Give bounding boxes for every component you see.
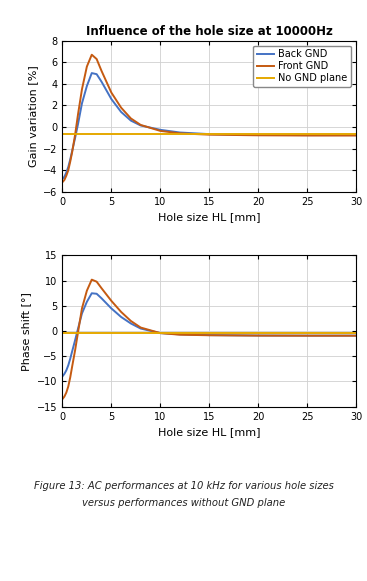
Back GND <box>90 70 94 77</box>
Legend: Back GND, Front GND, No GND plane: Back GND, Front GND, No GND plane <box>253 45 351 87</box>
Back GND <box>256 131 260 138</box>
Front GND <box>80 86 84 93</box>
Title: Influence of the hole size at 10000Hz: Influence of the hole size at 10000Hz <box>86 25 333 38</box>
Line: Front GND: Front GND <box>62 55 356 182</box>
Front GND <box>85 63 89 70</box>
Y-axis label: Gain variation [%]: Gain variation [%] <box>28 66 37 167</box>
Front GND <box>256 132 260 139</box>
Front GND <box>68 158 72 165</box>
Front GND <box>90 51 94 58</box>
X-axis label: Hole size HL [mm]: Hole size HL [mm] <box>158 212 261 223</box>
Back GND <box>158 126 163 133</box>
Back GND <box>178 129 182 136</box>
Front GND <box>178 130 182 137</box>
Back GND <box>119 109 123 116</box>
Front GND <box>70 149 75 156</box>
Back GND <box>94 71 99 78</box>
Front GND <box>66 167 70 174</box>
Text: versus performances without GND plane: versus performances without GND plane <box>82 498 285 508</box>
Back GND <box>85 83 89 89</box>
Back GND <box>66 164 70 171</box>
Y-axis label: Phase shift [°]: Phase shift [°] <box>22 292 32 371</box>
Back GND <box>109 95 113 102</box>
Front GND <box>94 56 99 63</box>
Front GND <box>129 115 133 122</box>
Front GND <box>207 131 211 138</box>
X-axis label: Hole size HL [mm]: Hole size HL [mm] <box>158 427 261 437</box>
Front GND <box>109 89 113 96</box>
Front GND <box>99 67 104 74</box>
Front GND <box>138 121 143 128</box>
Front GND <box>158 127 163 134</box>
Back GND <box>138 122 143 129</box>
Front GND <box>305 132 309 139</box>
Front GND <box>354 132 358 139</box>
Back GND <box>129 117 133 124</box>
Back GND <box>76 120 80 127</box>
Back GND <box>354 132 358 139</box>
Back GND <box>207 131 211 138</box>
Front GND <box>62 177 66 184</box>
Line: Back GND: Back GND <box>62 73 356 179</box>
Back GND <box>62 173 66 180</box>
Back GND <box>64 169 69 176</box>
Back GND <box>60 175 65 182</box>
Text: Figure 13: AC performances at 10 kHz for various hole sizes: Figure 13: AC performances at 10 kHz for… <box>33 481 334 491</box>
Back GND <box>68 156 72 163</box>
Back GND <box>70 148 75 155</box>
Front GND <box>60 179 65 186</box>
Back GND <box>99 78 104 85</box>
Back GND <box>305 132 309 139</box>
Front GND <box>119 104 123 111</box>
Front GND <box>76 110 80 117</box>
Front GND <box>64 172 69 179</box>
Back GND <box>73 134 77 141</box>
Front GND <box>73 131 77 138</box>
Back GND <box>80 100 84 107</box>
